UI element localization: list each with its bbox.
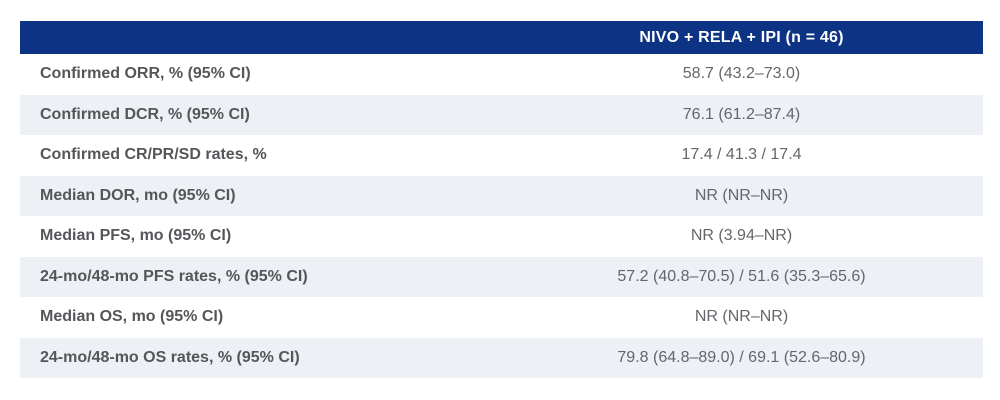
row-label: Confirmed DCR, % (95% CI) <box>40 105 250 123</box>
table-row: Confirmed ORR, % (95% CI) 58.7 (43.2–73.… <box>20 54 983 95</box>
row-value: 58.7 (43.2–73.0) <box>682 65 801 83</box>
table-row: Confirmed DCR, % (95% CI) 76.1 (61.2–87.… <box>20 94 983 135</box>
row-label: Median PFS, mo (95% CI) <box>40 227 232 245</box>
row-value: 57.2 (40.8–70.5) / 51.6 (35.3–65.6) <box>617 267 866 285</box>
row-label: Confirmed CR/PR/SD rates, % <box>40 146 267 164</box>
row-value: 76.1 (61.2–87.4) <box>682 105 801 123</box>
row-label: 24-mo/48-mo PFS rates, % (95% CI) <box>40 267 308 285</box>
row-value: NR (3.94–NR) <box>690 227 793 245</box>
table-row: Median PFS, mo (95% CI) NR (3.94–NR) <box>20 216 983 257</box>
table-row: 24-mo/48-mo OS rates, % (95% CI) 79.8 (6… <box>20 337 983 378</box>
table-row: Median DOR, mo (95% CI) NR (NR–NR) <box>20 175 983 216</box>
row-value: NR (NR–NR) <box>694 308 789 326</box>
row-label: Median DOR, mo (95% CI) <box>40 186 236 204</box>
table-row: 24-mo/48-mo PFS rates, % (95% CI) 57.2 (… <box>20 256 983 297</box>
table-body: Confirmed ORR, % (95% CI) 58.7 (43.2–73.… <box>20 54 983 378</box>
table-row: Confirmed CR/PR/SD rates, % 17.4 / 41.3 … <box>20 135 983 176</box>
header-treatment-arm-cell: NIVO + RELA + IPI (n = 46) <box>639 28 844 46</box>
row-value: 79.8 (64.8–89.0) / 69.1 (52.6–80.9) <box>617 348 866 366</box>
table-row: Median OS, mo (95% CI) NR (NR–NR) <box>20 297 983 338</box>
table-header-row: NIVO + RELA + IPI (n = 46) <box>20 21 983 54</box>
row-value: 17.4 / 41.3 / 17.4 <box>681 146 802 164</box>
clinical-results-table: NIVO + RELA + IPI (n = 46) Confirmed ORR… <box>20 21 983 378</box>
row-label: Confirmed ORR, % (95% CI) <box>40 65 251 83</box>
row-value: NR (NR–NR) <box>694 186 789 204</box>
row-label: Median OS, mo (95% CI) <box>40 308 224 326</box>
header-empty-cell <box>20 21 500 54</box>
row-label: 24-mo/48-mo OS rates, % (95% CI) <box>40 348 300 366</box>
